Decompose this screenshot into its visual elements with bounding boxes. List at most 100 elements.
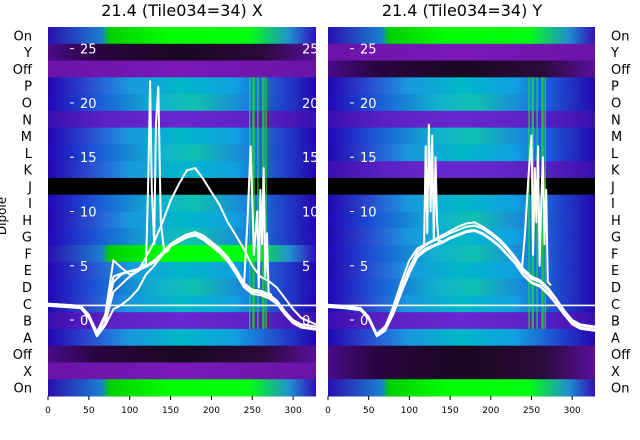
series-line	[243, 145, 273, 296]
row-label-right: B	[611, 315, 620, 330]
row-label-right: A	[611, 331, 620, 346]
row-label-right: On	[611, 29, 629, 44]
heatmap-row	[328, 127, 595, 145]
heatmap-row	[328, 379, 595, 397]
y-tick-label: 25	[360, 43, 377, 58]
row-label-left: On	[14, 382, 32, 397]
x-tick-label: 150	[442, 406, 459, 416]
heatmap-row	[48, 43, 316, 62]
row-label-left: On	[14, 29, 32, 44]
row-label-right: L	[611, 147, 619, 162]
y-tick-label-right: 10	[302, 206, 319, 221]
row-label-left: D	[22, 281, 32, 296]
heatmap-row	[328, 345, 595, 363]
y-tick-label: 10	[360, 206, 377, 221]
row-label-left: Off	[13, 348, 33, 363]
x-tick-label: 0	[325, 406, 331, 416]
heatmap-row	[48, 77, 316, 95]
chart-title-y: 21.4 (Tile034=34) Y	[382, 1, 543, 20]
x-tick-label: 150	[162, 406, 179, 416]
heatmap-row	[48, 328, 316, 347]
series-line	[47, 80, 180, 336]
row-label-left: I	[28, 197, 32, 212]
x-tick-label: 250	[523, 406, 540, 416]
heatmap-row	[328, 177, 595, 196]
row-label-right: F	[611, 247, 618, 262]
heatmap-row	[48, 127, 316, 145]
x-tick-label: 0	[45, 406, 51, 416]
row-label-right: E	[611, 264, 619, 279]
heatmap-row	[328, 43, 595, 62]
heatmap-row	[48, 110, 316, 129]
y-tick-label: 15	[80, 151, 97, 166]
y-tick-label: 20	[360, 97, 377, 112]
heatmap-stripe	[252, 77, 255, 329]
row-label-left: P	[24, 80, 32, 95]
row-label-left: L	[25, 147, 33, 162]
y-tick-label: 5	[360, 260, 368, 275]
row-label-right: N	[611, 113, 621, 128]
y-tick-label: 15	[360, 151, 377, 166]
series-line	[47, 234, 317, 338]
row-label-right: X	[611, 365, 620, 380]
chart-title-x: 21.4 (Tile034=34) X	[101, 1, 263, 20]
row-label-right: M	[611, 130, 622, 145]
row-label-right: P	[611, 80, 619, 95]
y-tick-label-right: 15	[302, 151, 319, 166]
heatmap-stripe	[528, 77, 530, 329]
y-tick-label-right: 5	[302, 260, 310, 275]
heatmap-stripe	[249, 77, 251, 329]
heatmap-row	[328, 110, 595, 129]
heatmap-stripe	[265, 77, 267, 329]
row-label-right: On	[611, 382, 629, 397]
row-label-right: H	[611, 214, 621, 229]
row-label-right: C	[611, 298, 620, 313]
y-tick-label: 10	[80, 206, 97, 221]
row-label-right: Y	[610, 46, 619, 61]
heatmap-stripe	[257, 77, 259, 329]
row-label-right: Off	[611, 348, 631, 363]
heatmap-row	[48, 379, 316, 397]
row-label-left: B	[23, 315, 32, 330]
row-label-left: G	[22, 231, 32, 246]
row-label-left: J	[27, 180, 32, 195]
row-label-left: K	[23, 164, 32, 179]
heatmap-row	[48, 345, 316, 363]
row-label-left: X	[23, 365, 32, 380]
x-tick-label: 300	[564, 406, 581, 416]
series-line	[327, 230, 596, 338]
row-label-right: Off	[611, 63, 631, 78]
x-tick-label: 250	[244, 406, 261, 416]
heatmap-row	[328, 60, 595, 78]
row-label-left: O	[22, 96, 32, 111]
row-label-right: O	[611, 96, 621, 111]
row-label-left: N	[22, 113, 32, 128]
series-line	[423, 123, 443, 247]
heatmap-row	[328, 228, 595, 246]
x-tick-label: 100	[121, 406, 138, 416]
y-tick-label: 5	[80, 260, 88, 275]
heatmap-row	[328, 362, 595, 380]
heatmap-row	[48, 27, 316, 45]
y-tick-label: 0	[80, 314, 88, 329]
x-tick-label: 50	[363, 406, 375, 416]
row-label-left: E	[24, 264, 32, 279]
y-axis-label: Dipole	[0, 197, 9, 235]
series-line	[327, 221, 596, 337]
x-tick-label: 200	[203, 406, 220, 416]
heatmap-stripe	[541, 77, 544, 329]
row-label-right: G	[611, 231, 621, 246]
y-tick-label: 20	[80, 97, 97, 112]
row-label-left: C	[23, 298, 32, 313]
y-tick-label-right: 25	[302, 43, 319, 58]
row-label-left: Off	[13, 63, 33, 78]
x-tick-label: 200	[482, 406, 499, 416]
y-tick-label: 25	[80, 43, 97, 58]
row-label-right: J	[610, 180, 615, 195]
x-tick-label: 300	[285, 406, 302, 416]
